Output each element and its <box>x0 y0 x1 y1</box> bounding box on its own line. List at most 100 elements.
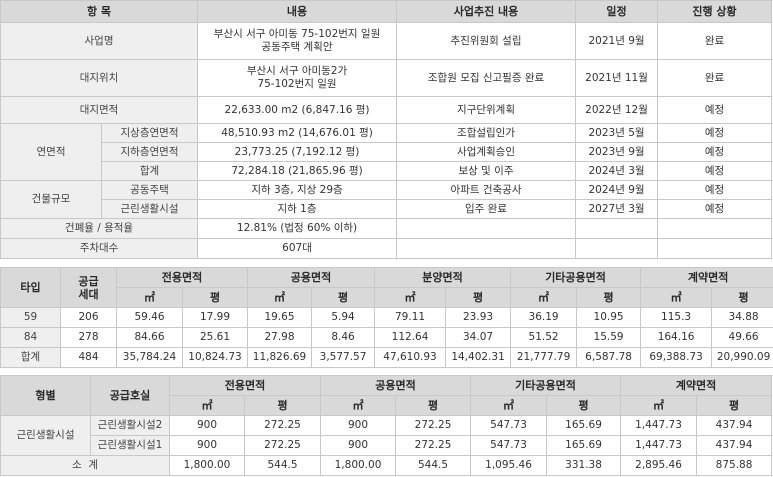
sub-label: 지하층연면적 <box>100 142 199 162</box>
step-cell: 보상 및 이주 <box>396 161 577 181</box>
unit-m2: ㎡ <box>470 395 548 416</box>
step-cell: 입주 완료 <box>396 199 577 219</box>
table-row: 합계 72,284.18 (21,865.96 평) 보상 및 이주 2024년… <box>1 161 773 181</box>
value-cell: 69,388.73 <box>640 347 713 368</box>
date-cell: 2024년 9월 <box>575 180 659 200</box>
header-exclusive: 전용면적 <box>168 375 322 396</box>
value-cell: 900 <box>320 435 397 456</box>
unit-m2: ㎡ <box>620 395 698 416</box>
type-cell: 84 <box>0 327 61 348</box>
unit-type-area-table: 타입 공급 세대 전용면적 공용면적 분양면적 기타공용면적 계약면적 ㎡ 평 … <box>0 267 773 368</box>
row-label: 사업명 <box>0 22 199 60</box>
header-exclusive: 전용면적 <box>115 267 249 288</box>
value-cell: 17.99 <box>181 307 249 328</box>
date-cell: 2021년 11월 <box>575 59 659 97</box>
value-cell: 36.19 <box>510 307 578 328</box>
value-cell: 19.65 <box>247 307 313 328</box>
unit-py: 평 <box>445 287 512 308</box>
sub-label: 공동주택 <box>100 180 199 200</box>
value-cell: 1,447.73 <box>620 435 698 456</box>
value-cell: 84.66 <box>116 327 183 348</box>
value-cell: 272.25 <box>243 435 322 456</box>
value-cell: 165.69 <box>546 415 622 436</box>
header-common: 공용면적 <box>247 267 376 288</box>
header-type: 타입 <box>0 267 61 308</box>
unit-m2: ㎡ <box>320 395 397 416</box>
value-cell: 1,800.00 <box>320 455 397 476</box>
status-cell: 예정 <box>657 161 773 181</box>
date-cell: 2022년 12월 <box>575 96 659 124</box>
value-cell: 3,577.57 <box>311 347 376 368</box>
header-status: 진행 상황 <box>657 0 773 23</box>
type-header-row: 타입 공급 세대 전용면적 공용면적 분양면적 기타공용면적 계약면적 <box>0 267 773 308</box>
header-kind: 형별 <box>0 375 91 416</box>
unit-py: 평 <box>696 395 773 416</box>
unit-m2: ㎡ <box>510 287 578 308</box>
site-location: 부산시 서구 아미동2가 75-102번지 일원 <box>197 59 398 97</box>
value-cell: 11,826.69 <box>247 347 313 368</box>
subtotal-label: 소 계 <box>0 455 170 476</box>
value-cell: 272.25 <box>395 415 472 436</box>
type-cell: 59 <box>0 307 61 328</box>
unit-m2: ㎡ <box>640 287 713 308</box>
value-cell: 지하 1층 <box>197 199 398 219</box>
commercial-area-table: 형별 공급호실 전용면적 공용면적 기타공용면적 계약면적 ㎡ 평 ㎡ 평 ㎡ … <box>0 375 773 476</box>
value-cell: 8.46 <box>311 327 376 348</box>
header-other: 기타공용면적 <box>470 375 622 396</box>
header-contract: 계약면적 <box>640 267 773 288</box>
table-row: 대지면적 22,633.00 m2 (6,847.16 평) 지구단위계획 20… <box>0 96 773 124</box>
table-row: 근린생활시설 지하 1층 입주 완료 2027년 3월 예정 <box>1 199 773 219</box>
empty-cell <box>657 218 773 239</box>
value-cell: 20,990.09 <box>711 347 773 368</box>
value-cell: 23,773.25 (7,192.12 평) <box>197 142 398 162</box>
value-cell: 48,510.93 m2 (14,676.01 평) <box>197 123 398 143</box>
status-cell: 예정 <box>657 180 773 200</box>
table-row: 주차대수 607대 <box>0 238 773 259</box>
value-cell: 331.38 <box>546 455 622 476</box>
sub-label: 지상층연면적 <box>100 123 199 143</box>
room-cell: 근린생활시설1 <box>90 435 170 456</box>
value-cell: 272.25 <box>243 415 322 436</box>
supply-cell: 278 <box>60 327 117 348</box>
value-cell: 10.95 <box>576 307 642 328</box>
value-cell: 547.73 <box>470 435 548 456</box>
overview-header-row: 항 목 내용 사업추진 내용 일정 진행 상황 <box>0 0 773 23</box>
value-cell: 5.94 <box>311 307 376 328</box>
sub-label: 합계 <box>100 161 199 181</box>
status-cell: 예정 <box>657 123 773 143</box>
value-cell: 115.3 <box>640 307 713 328</box>
value-cell: 14,402.31 <box>445 347 512 368</box>
status-cell: 예정 <box>657 199 773 219</box>
unit-header-row: ㎡ 평 ㎡ 평 ㎡ 평 ㎡ 평 ㎡ 평 <box>1 287 773 308</box>
unit-py: 평 <box>181 287 249 308</box>
date-cell: 2024년 3월 <box>575 161 659 181</box>
value-cell: 2,895.46 <box>620 455 698 476</box>
header-room: 공급호실 <box>90 375 170 416</box>
value-cell: 272.25 <box>395 435 472 456</box>
status-cell: 예정 <box>657 142 773 162</box>
status-cell: 완료 <box>657 22 773 60</box>
table-row: 지하층연면적 23,773.25 (7,192.12 평) 사업계획승인 202… <box>1 142 773 162</box>
table-row-subtotal: 소 계 1,800.00 544.5 1,800.00 544.5 1,095.… <box>0 455 773 476</box>
site-area: 22,633.00 m2 (6,847.16 평) <box>197 96 398 124</box>
header-sale: 분양면적 <box>374 267 512 288</box>
value-cell: 79.11 <box>374 307 447 328</box>
status-cell: 완료 <box>657 59 773 97</box>
date-cell: 2021년 9월 <box>575 22 659 60</box>
empty-cell <box>575 238 659 259</box>
header-contract: 계약면적 <box>620 375 773 396</box>
empty-cell <box>657 238 773 259</box>
step-cell: 조합원 모집 신고필증 완료 <box>396 59 577 97</box>
row-label: 대지면적 <box>0 96 199 124</box>
table-row: 연면적 지상층연면적 48,510.93 m2 (14,676.01 평) 조합… <box>0 123 773 181</box>
value-cell: 544.5 <box>395 455 472 476</box>
date-cell: 2023년 9월 <box>575 142 659 162</box>
date-cell: 2023년 5월 <box>575 123 659 143</box>
value-cell: 34.07 <box>445 327 512 348</box>
unit-py: 평 <box>711 287 773 308</box>
value-cell: 544.5 <box>243 455 322 476</box>
type-cell: 합계 <box>0 347 61 368</box>
empty-cell <box>396 238 577 259</box>
value-cell: 49.66 <box>711 327 773 348</box>
unit-m2: ㎡ <box>169 395 245 416</box>
